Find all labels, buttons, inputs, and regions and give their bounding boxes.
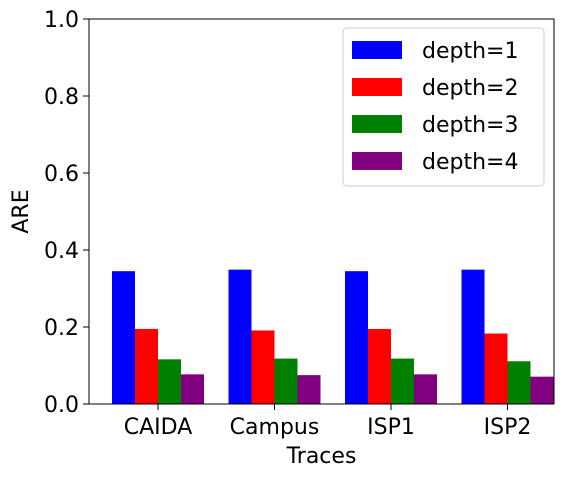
bar-depth-1-caida xyxy=(112,271,135,404)
bar-depth-1-campus xyxy=(228,269,252,404)
bar-depth-4-campus xyxy=(297,375,321,404)
bar-depth-3-campus xyxy=(274,358,298,404)
y-axis-label: ARE xyxy=(9,189,34,233)
x-axis: CAIDA Campus ISP1 ISP2 xyxy=(124,404,532,440)
y-tick-label: 0.0 xyxy=(44,393,79,418)
plot-frame xyxy=(88,18,555,405)
bar-depth-1-isp1 xyxy=(345,271,368,404)
bar-depth-3-caida xyxy=(158,359,181,404)
y-axis: 0.0 0.2 0.4 0.6 0.8 1.0 xyxy=(44,8,89,418)
legend-label: depth=2 xyxy=(422,76,518,101)
bar-depth-4-isp1 xyxy=(414,374,437,404)
legend-swatch xyxy=(352,115,402,133)
legend-swatch xyxy=(352,41,402,59)
y-tick-label: 0.4 xyxy=(44,239,79,264)
bar-depth-3-isp2 xyxy=(507,361,531,404)
bars-layer xyxy=(112,269,554,404)
legend-label: depth=3 xyxy=(422,113,518,138)
legend-label: depth=1 xyxy=(422,39,518,64)
x-tick-label: ISP1 xyxy=(367,415,415,440)
y-tick-label: 0.6 xyxy=(44,162,79,187)
y-tick-label: 0.8 xyxy=(44,85,79,110)
x-tick-label: Campus xyxy=(230,415,320,440)
legend-label: depth=4 xyxy=(422,150,518,175)
y-tick-label: 1.0 xyxy=(44,8,79,33)
bar-depth-2-caida xyxy=(135,328,158,404)
bar-depth-1-isp2 xyxy=(461,269,485,404)
y-tick-label: 0.2 xyxy=(44,316,79,341)
x-axis-label: Traces xyxy=(286,444,357,469)
bar-depth-4-caida xyxy=(181,374,204,404)
x-tick-label: CAIDA xyxy=(124,415,193,440)
bar-depth-4-isp2 xyxy=(530,376,554,404)
bar-depth-2-campus xyxy=(251,330,275,404)
x-tick-label: ISP2 xyxy=(484,415,532,440)
legend: depth=1 depth=2 depth=3 depth=4 xyxy=(342,27,545,187)
bar-depth-2-isp1 xyxy=(368,328,391,404)
bar-depth-2-isp2 xyxy=(484,333,508,404)
bar-depth-3-isp1 xyxy=(391,358,414,404)
legend-swatch xyxy=(352,78,402,96)
legend-swatch xyxy=(352,152,402,170)
legend-box xyxy=(342,27,545,187)
